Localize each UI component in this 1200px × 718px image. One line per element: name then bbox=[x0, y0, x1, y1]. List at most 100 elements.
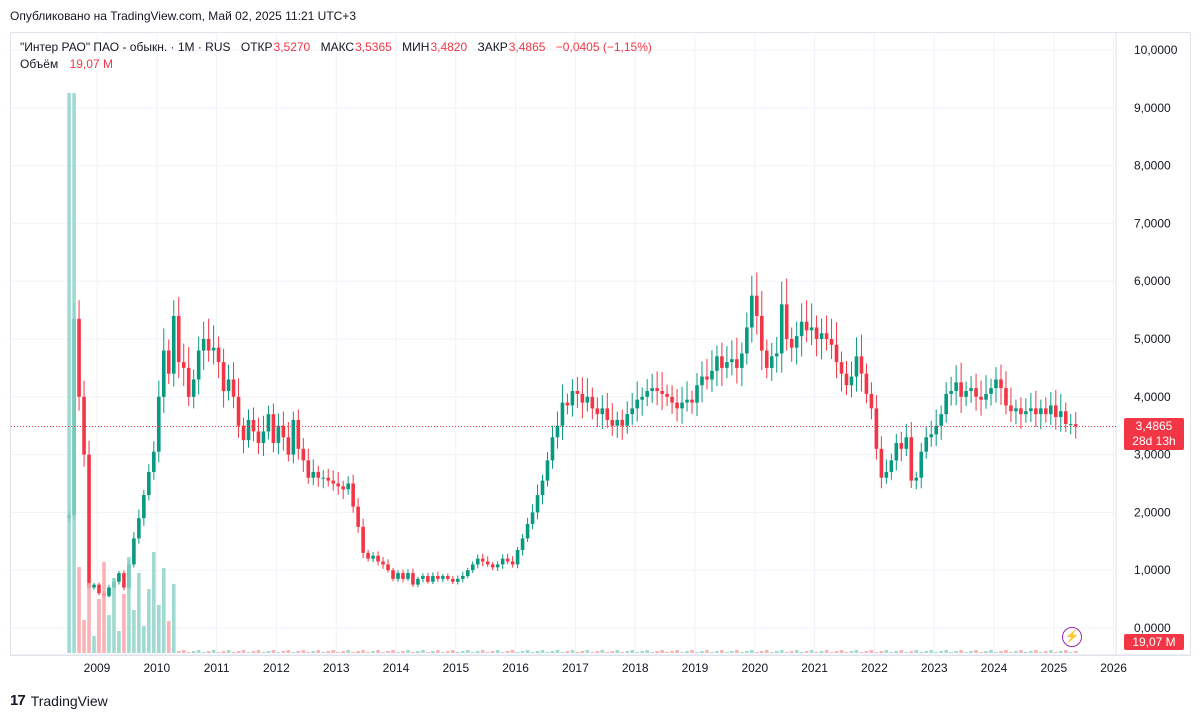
candle-body bbox=[221, 362, 226, 392]
brand-name: TradingView bbox=[30, 692, 108, 709]
volume-bar bbox=[1058, 651, 1063, 653]
candle-body bbox=[147, 471, 151, 496]
volume-bar bbox=[465, 650, 470, 653]
volume-bar bbox=[211, 650, 216, 653]
candle-body bbox=[495, 564, 500, 568]
volume-bar bbox=[281, 651, 286, 653]
volume-bar bbox=[356, 651, 360, 653]
candle-body bbox=[291, 419, 296, 455]
candle-body bbox=[530, 512, 535, 524]
candle-body bbox=[889, 460, 894, 472]
candle-body bbox=[386, 564, 390, 571]
volume-bar bbox=[720, 650, 724, 653]
volume-bar bbox=[715, 651, 719, 653]
volume-bar bbox=[904, 652, 909, 653]
volume-bar bbox=[819, 651, 824, 653]
legend-low-value: 3,4820 bbox=[430, 40, 468, 54]
candle-body bbox=[555, 425, 560, 438]
candle-body bbox=[1044, 408, 1048, 415]
legend-volume-label: Объём bbox=[20, 57, 59, 71]
candle-body bbox=[475, 558, 480, 565]
volume-bar bbox=[246, 652, 251, 653]
volume-bar bbox=[147, 589, 151, 653]
volume-bar bbox=[924, 651, 929, 653]
candle-body bbox=[939, 414, 943, 426]
volume-bar bbox=[321, 652, 326, 653]
legend-high-value: 3,5365 bbox=[355, 40, 392, 54]
candle-body bbox=[919, 451, 924, 478]
volume-bar bbox=[650, 652, 654, 653]
candle-body bbox=[755, 295, 759, 316]
volume-bar bbox=[745, 651, 749, 653]
candle-body bbox=[834, 344, 839, 363]
volume-bar bbox=[540, 650, 545, 653]
candle-body bbox=[924, 437, 929, 452]
volume-bar bbox=[884, 650, 889, 653]
candle-body bbox=[690, 399, 694, 403]
volume-bar bbox=[306, 652, 311, 653]
volume-bar bbox=[346, 650, 350, 653]
volume-bar bbox=[510, 650, 515, 653]
volume-bar bbox=[376, 650, 380, 653]
candle-body bbox=[809, 327, 814, 331]
candle-body bbox=[396, 573, 400, 579]
candle-body bbox=[186, 367, 191, 397]
candle-body bbox=[431, 575, 435, 582]
volume-bar bbox=[809, 650, 814, 653]
candle-body bbox=[784, 304, 789, 339]
y-tick-label: 6,0000 bbox=[1134, 274, 1171, 288]
volume-bar bbox=[630, 650, 635, 653]
volume-bar bbox=[824, 650, 829, 653]
candle-body bbox=[909, 437, 914, 481]
volume-bar bbox=[416, 651, 420, 653]
x-tick-label: 2014 bbox=[383, 661, 410, 675]
candle-body bbox=[535, 495, 540, 513]
volume-bar bbox=[132, 610, 136, 653]
candle-body bbox=[859, 356, 864, 374]
volume-bar bbox=[964, 652, 968, 653]
candle-body bbox=[416, 578, 420, 585]
candle-body bbox=[381, 561, 385, 565]
candle-body bbox=[1049, 405, 1053, 415]
y-tick-label: 7,0000 bbox=[1134, 216, 1171, 230]
volume-bar bbox=[844, 652, 849, 653]
volume-bar bbox=[181, 650, 186, 653]
candle-body bbox=[670, 396, 674, 403]
volume-bar bbox=[311, 651, 316, 653]
volume-bar bbox=[176, 651, 181, 653]
candle-body bbox=[595, 408, 600, 415]
volume-bar bbox=[600, 650, 605, 653]
volume-bar bbox=[406, 650, 410, 653]
candle-body bbox=[470, 564, 475, 571]
candle-body bbox=[984, 393, 988, 400]
candle-body bbox=[271, 414, 276, 444]
volume-bar bbox=[710, 652, 714, 653]
candle-body bbox=[745, 327, 749, 354]
volume-bar bbox=[740, 652, 744, 653]
chart-legend: "Интер РАО" ПАО - обыкн. · 1M · RUS ОТКР… bbox=[20, 39, 652, 73]
candle-body bbox=[620, 419, 625, 426]
legend-open-label: ОТКР bbox=[240, 40, 273, 54]
volume-bar bbox=[1029, 651, 1033, 653]
volume-bar bbox=[530, 652, 535, 653]
volume-bar bbox=[655, 651, 659, 653]
lightning-icon[interactable]: ⚡ bbox=[1062, 627, 1082, 647]
candle-body bbox=[1058, 411, 1063, 418]
candle-body bbox=[750, 295, 754, 328]
candle-body bbox=[306, 460, 311, 478]
volume-bar bbox=[266, 651, 271, 653]
volume-bar bbox=[575, 652, 580, 653]
volume-bar bbox=[286, 650, 291, 653]
volume-bar bbox=[371, 651, 375, 653]
candle-body bbox=[311, 471, 316, 478]
candle-body bbox=[446, 575, 450, 579]
candle-body bbox=[421, 575, 425, 579]
volume-bar bbox=[431, 651, 435, 653]
candle-body bbox=[1073, 424, 1078, 427]
volume-bar bbox=[585, 650, 590, 653]
candle-body bbox=[171, 315, 176, 374]
candle-body bbox=[625, 414, 630, 426]
candle-body bbox=[979, 396, 983, 400]
candle-body bbox=[251, 419, 256, 432]
